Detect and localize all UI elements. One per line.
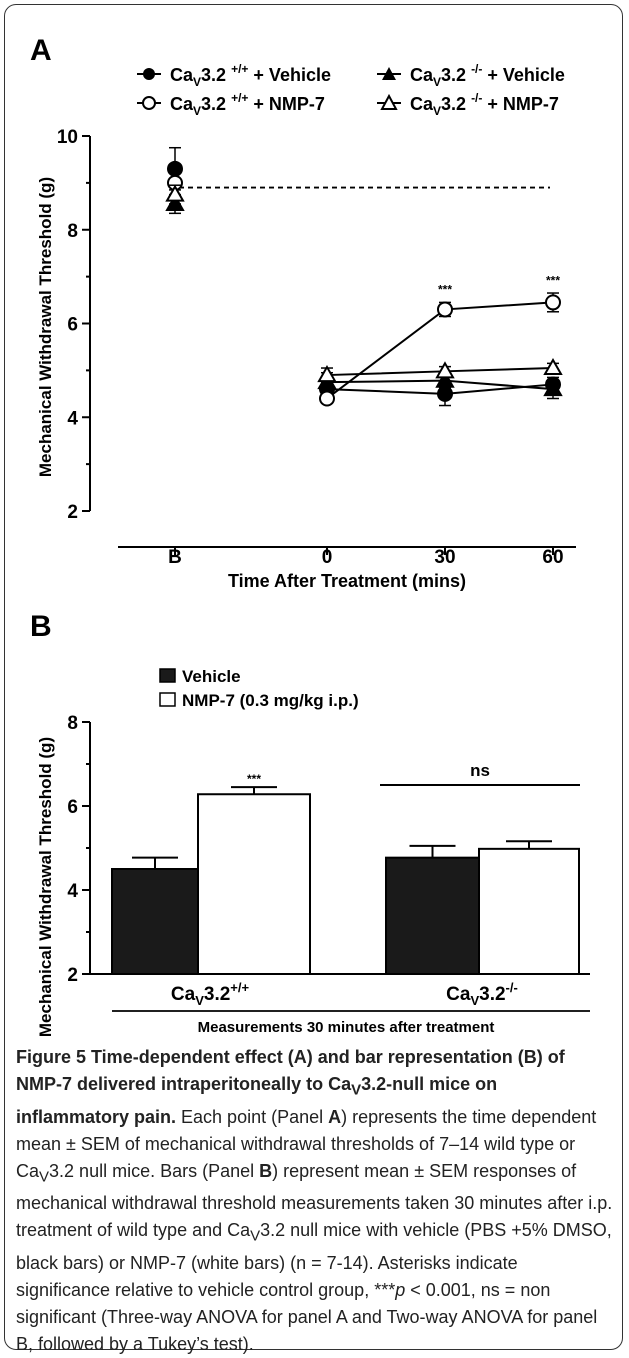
bar-vehicle [111, 868, 199, 975]
y-tick-label: 10 [57, 127, 78, 148]
series-filled-circle [167, 146, 561, 407]
y-tick-label: 2 [67, 965, 78, 986]
caption-title: Figure 5 Time-dependent effect (A) and b… [16, 1047, 565, 1127]
data-point [543, 379, 563, 397]
panel-a: A CaV3.2 +/+ + Vehicle CaV3.2 +/+ + NMP-… [30, 34, 576, 591]
panel-b-group-labels: CaV3.2+/+ CaV3.2-/- [171, 980, 518, 1008]
legend-item-wt-vehicle: CaV3.2 +/+ + Vehicle [137, 62, 331, 89]
group-label: CaV3.2-/- [446, 980, 518, 1008]
x-tick-label: 0 [322, 547, 333, 568]
panel-a-x-ticks: B 0 30 60 [168, 547, 564, 568]
data-point [437, 385, 453, 402]
legend-item-wt-nmp7: CaV3.2 +/+ + NMP-7 [137, 91, 325, 118]
legend-label-ko-vehicle: CaV3.2 -/- + Vehicle [410, 62, 565, 89]
x-tick-label: 30 [434, 547, 455, 568]
figure-caption: Figure 5 Time-dependent effect (A) and b… [16, 1047, 613, 1354]
significance-annotation: *** [546, 273, 560, 287]
legend-swatch-nmp7 [159, 692, 176, 707]
panel-a-y-axis-title: Mechanical Withdrawal Threshold (g) [36, 177, 55, 477]
legend-label-ko-nmp7: CaV3.2 -/- + NMP-7 [410, 91, 559, 118]
panel-b-y-axis-title: Mechanical Withdrawal Threshold (g) [36, 737, 55, 1037]
series-open-triangle [165, 184, 563, 383]
data-point [435, 370, 455, 388]
panel-a-series [165, 146, 563, 407]
panel-b: B Vehicle NMP-7 (0.3 mg/kg i.p.) Mechani… [30, 610, 590, 1037]
bar-nmp7 [478, 847, 580, 976]
panel-a-annotations: *** *** [438, 273, 560, 296]
x-tick-label: B [168, 547, 182, 568]
series-filled-triangle [165, 193, 563, 400]
open-triangle-marker-icon [380, 93, 398, 110]
x-tick-label: 60 [542, 547, 563, 568]
legend-label-nmp7: NMP-7 (0.3 mg/kg i.p.) [182, 691, 359, 710]
panel-b-bars [111, 786, 580, 976]
data-point [317, 365, 337, 383]
legend-label-wt-vehicle: CaV3.2 +/+ + Vehicle [170, 62, 331, 89]
bar-vehicle [385, 856, 480, 975]
panel-a-label: A [30, 34, 52, 67]
legend-item-nmp7: NMP-7 (0.3 mg/kg i.p.) [159, 691, 359, 710]
series-open-circle [167, 168, 561, 407]
data-point [545, 294, 561, 311]
panel-a-x-axis-title: Time After Treatment (mins) [228, 571, 466, 591]
filled-circle-marker-icon [143, 68, 155, 80]
data-point [319, 390, 335, 407]
data-point [437, 301, 453, 318]
panel-b-x-axis-title: Measurements 30 minutes after treatment [198, 1019, 495, 1036]
y-tick-label: 8 [67, 221, 78, 242]
significance-star: *** [247, 772, 261, 786]
significance-annotation: *** [438, 283, 452, 297]
y-tick-label: 8 [67, 713, 78, 734]
filled-triangle-marker-icon [382, 67, 396, 80]
y-tick-label: 4 [67, 881, 78, 902]
y-tick-label: 2 [67, 502, 78, 523]
legend-swatch-vehicle [159, 668, 176, 683]
panel-b-legend: Vehicle NMP-7 (0.3 mg/kg i.p.) [159, 667, 359, 710]
legend-label-vehicle: Vehicle [182, 667, 241, 686]
legend-item-ko-vehicle: CaV3.2 -/- + Vehicle [377, 62, 565, 89]
data-point [543, 358, 563, 376]
legend-item-vehicle: Vehicle [159, 667, 241, 686]
y-tick-label: 4 [67, 408, 78, 429]
data-point [435, 361, 455, 379]
y-tick-label: 6 [67, 797, 78, 818]
legend-item-ko-nmp7: CaV3.2 -/- + NMP-7 [377, 91, 559, 118]
panel-a-y-ticks: 2 4 6 8 10 [57, 127, 90, 523]
panel-a-legend: CaV3.2 +/+ + Vehicle CaV3.2 +/+ + NMP-7 … [137, 62, 565, 118]
figure-frame [4, 4, 623, 1350]
panel-b-y-ticks: 2 4 6 8 [67, 713, 90, 986]
data-point [165, 184, 185, 202]
figure-canvas: A CaV3.2 +/+ + Vehicle CaV3.2 +/+ + NMP-… [30, 34, 590, 1037]
panel-b-label: B [30, 610, 52, 643]
legend-label-wt-nmp7: CaV3.2 +/+ + NMP-7 [170, 91, 325, 118]
open-circle-marker-icon [142, 96, 156, 110]
group-label: CaV3.2+/+ [171, 980, 250, 1008]
bar-nmp7 [197, 793, 311, 975]
ns-label: ns [470, 761, 490, 780]
y-tick-label: 6 [67, 315, 78, 336]
